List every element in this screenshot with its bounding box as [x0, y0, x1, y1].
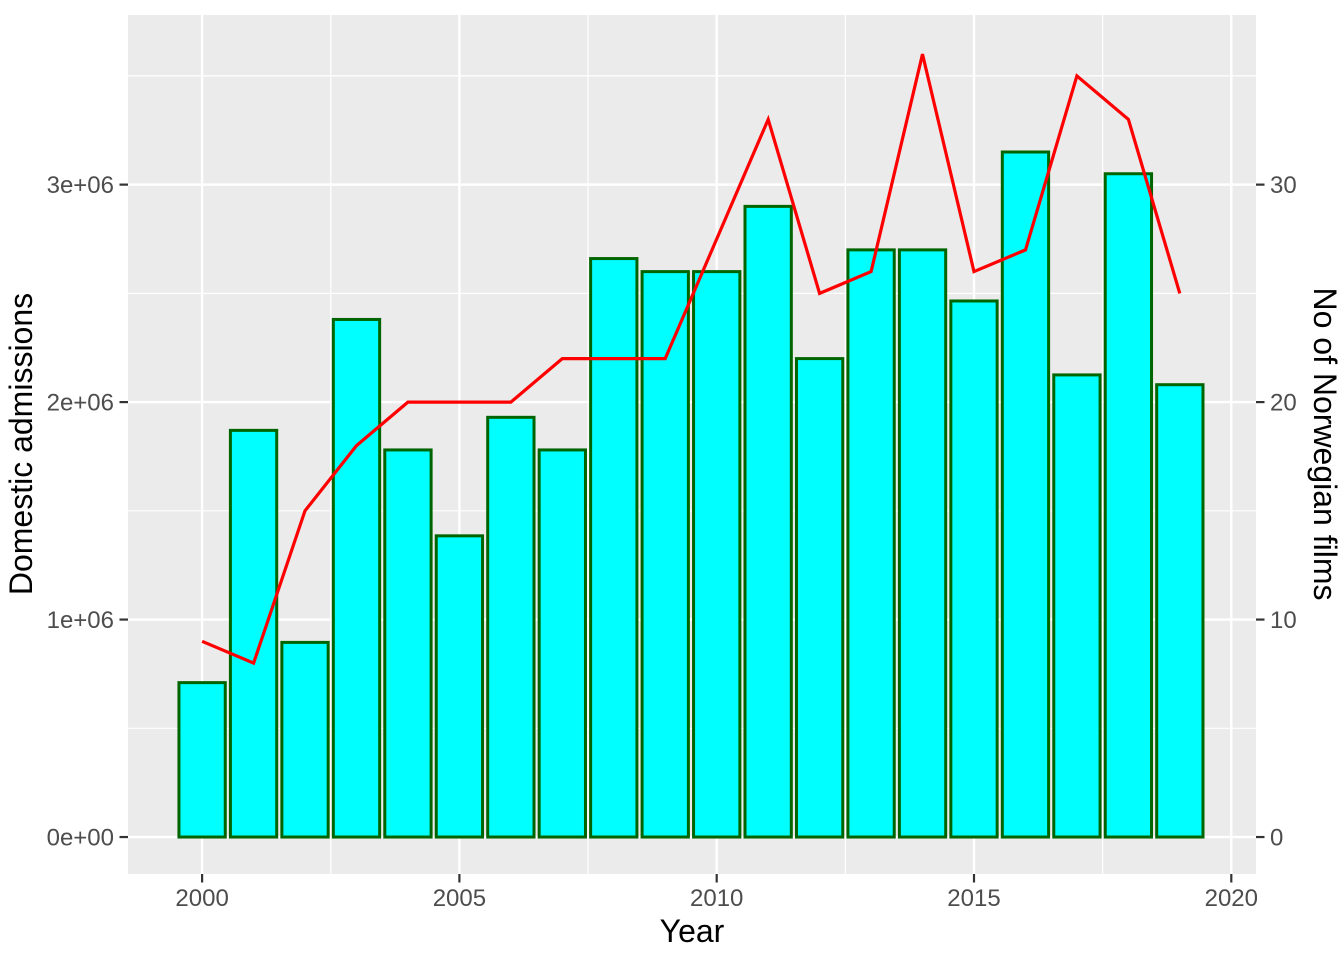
bar-2012: [794, 357, 845, 839]
bar-2002: [280, 640, 330, 839]
bar-2003: [331, 317, 382, 839]
bar-2006: [486, 415, 536, 839]
bar-2000: [177, 681, 227, 839]
y-axis-title-right: No of Norwegian films: [1307, 288, 1343, 601]
films-line: [201, 53, 1182, 666]
bar-2016: [1000, 150, 1051, 839]
bar-2014: [897, 248, 948, 839]
bar-2004: [383, 448, 433, 839]
x-tick-label: 2010: [690, 885, 743, 912]
x-tick-label: 2015: [947, 885, 1000, 912]
y-tick-label-left: 2e+06: [47, 389, 114, 416]
y-tick-label-right: 30: [1270, 172, 1297, 199]
x-axis-title: Year: [660, 913, 725, 949]
y-tick-label-left: 3e+06: [47, 172, 114, 199]
x-tick-label: 2005: [433, 885, 486, 912]
bar-2010: [692, 270, 742, 839]
x-tick-label: 2000: [175, 885, 228, 912]
line-series: [201, 53, 1182, 666]
bar-2009: [640, 270, 690, 839]
y-tick-label-right: 20: [1270, 389, 1297, 416]
x-tick-label: 2020: [1205, 885, 1258, 912]
bar-2011: [743, 204, 793, 839]
y-axis-title-left: Domestic admissions: [3, 293, 39, 595]
bar-2007: [537, 448, 587, 839]
bar-2017: [1052, 373, 1102, 839]
y-tick-label-right: 0: [1270, 824, 1283, 851]
bar-2018: [1103, 172, 1154, 839]
bar-2008: [589, 257, 639, 839]
axis-tick-marks: [119, 183, 1265, 883]
bar-2001: [228, 428, 279, 839]
y-tick-label-left: 0e+00: [47, 824, 114, 851]
bar-2015: [949, 299, 999, 839]
bar-2013: [846, 248, 896, 839]
y-tick-label-right: 10: [1270, 607, 1297, 634]
y-tick-label-left: 1e+06: [47, 607, 114, 634]
bar-2019: [1155, 383, 1205, 839]
bar-2005: [434, 534, 485, 839]
bar-series: [177, 150, 1205, 839]
axis-tick-labels: 2000 2005 2010 2015 20200e+001e+062e+063e+06…: [47, 172, 1297, 912]
